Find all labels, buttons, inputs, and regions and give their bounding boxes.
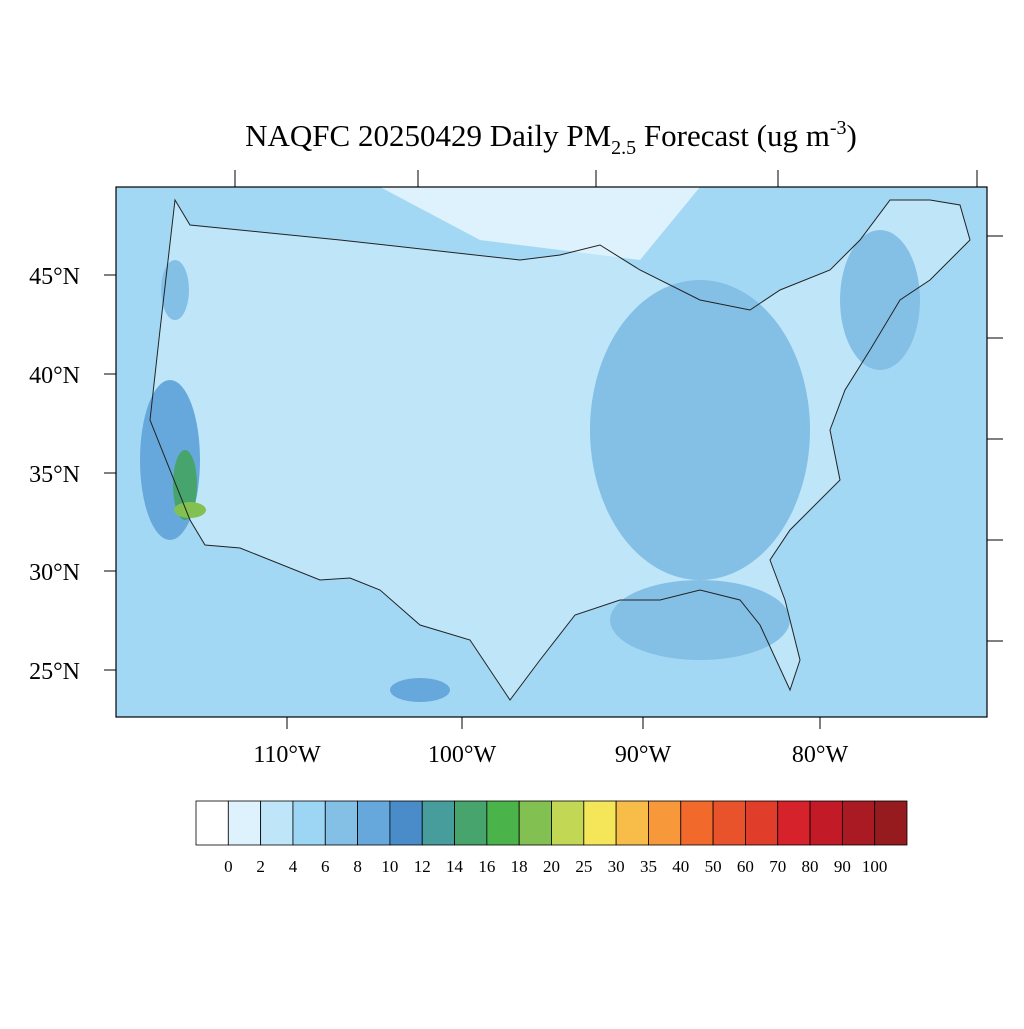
lat-label: 40°N — [29, 363, 80, 389]
colorbar-box — [421, 800, 455, 846]
title-text: ) — [847, 118, 857, 153]
title-text: NAQFC 20250429 Daily PM — [245, 118, 611, 153]
lon-label: 110°W — [253, 742, 321, 768]
lat-label: 45°N — [29, 264, 80, 290]
colorbar-box — [712, 800, 746, 846]
colorbar-box — [551, 800, 585, 846]
colorbar-label: 20 — [543, 857, 560, 876]
title-text: Forecast (ug m — [636, 118, 830, 153]
lat-label: 35°N — [29, 462, 80, 488]
map-axes: 45°N 40°N 35°N 30°N 25°N 110°W 100°W 90°W 80°W — [29, 170, 1003, 768]
colorbar-label: 80 — [802, 857, 819, 876]
title-superscript: -3 — [830, 117, 847, 139]
colorbar-label: 100 — [862, 857, 888, 876]
map-field — [115, 186, 988, 718]
lon-label: 100°W — [428, 742, 497, 768]
colorbar-label: 4 — [289, 857, 298, 876]
colorbar-box — [809, 800, 843, 846]
lon-label: 80°W — [792, 742, 849, 768]
colorbar-box — [583, 800, 617, 846]
lat-label: 25°N — [29, 659, 80, 685]
colorbar-label: 40 — [672, 857, 689, 876]
colorbar-box — [324, 800, 358, 846]
colorbar-box — [777, 800, 811, 846]
colorbar-box — [357, 800, 391, 846]
colorbar-label: 0 — [224, 857, 233, 876]
colorbar-box — [195, 800, 229, 846]
colorbar: 0 2 4 6 8 10 12 14 16 18 20 25 30 35 40 50 60 70 80 90 100 — [195, 800, 908, 876]
map-title: NAQFC 20250429 Daily PM2.5 Forecast (ug … — [245, 117, 857, 159]
colorbar-label: 18 — [511, 857, 528, 876]
colorbar-box — [874, 800, 908, 846]
colorbar-label: 10 — [381, 857, 398, 876]
colorbar-label: 16 — [478, 857, 495, 876]
colorbar-box — [389, 800, 423, 846]
colorbar-box — [518, 800, 552, 846]
colorbar-label: 60 — [737, 857, 754, 876]
colorbar-box — [648, 800, 682, 846]
colorbar-box — [486, 800, 520, 846]
colorbar-label: 2 — [256, 857, 265, 876]
colorbar-label: 12 — [414, 857, 431, 876]
colorbar-box — [841, 800, 876, 846]
colorbar-box — [745, 800, 779, 846]
colorbar-box — [227, 800, 262, 846]
colorbar-label: 8 — [353, 857, 362, 876]
colorbar-label: 30 — [608, 857, 625, 876]
colorbar-label: 25 — [575, 857, 592, 876]
colorbar-box — [680, 800, 714, 846]
colorbar-label: 14 — [446, 857, 464, 876]
colorbar-label: 6 — [321, 857, 330, 876]
colorbar-box — [454, 800, 488, 846]
colorbar-box — [615, 800, 649, 846]
colorbar-label: 35 — [640, 857, 657, 876]
colorbar-box — [292, 800, 326, 846]
colorbar-label: 90 — [834, 857, 851, 876]
lon-label: 90°W — [615, 742, 672, 768]
colorbar-label: 70 — [769, 857, 786, 876]
colorbar-box — [260, 800, 294, 846]
lat-label: 30°N — [29, 560, 80, 586]
colorbar-label: 50 — [705, 857, 722, 876]
title-subscript: 2.5 — [611, 137, 636, 159]
